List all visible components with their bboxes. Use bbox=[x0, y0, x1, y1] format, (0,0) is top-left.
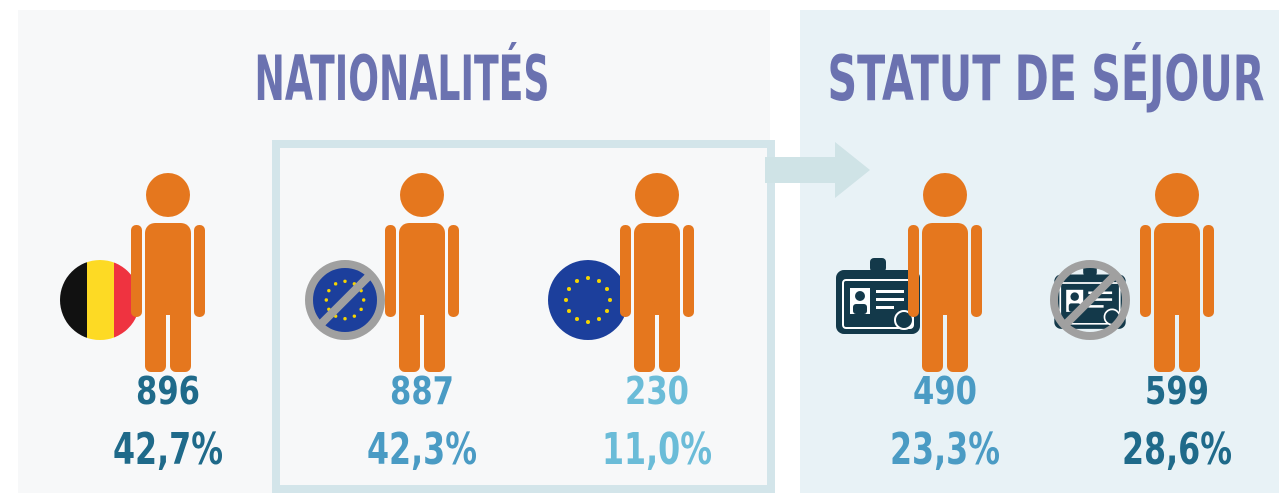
count: 887 bbox=[390, 369, 454, 413]
non-eu-icon bbox=[309, 264, 381, 336]
percent: 28,6% bbox=[1122, 424, 1232, 475]
percent: 11,0% bbox=[602, 424, 712, 475]
percent: 42,7% bbox=[113, 424, 223, 475]
count: 599 bbox=[1145, 369, 1209, 413]
eu-flag bbox=[548, 260, 628, 340]
foreign-box bbox=[272, 140, 775, 493]
percent: 23,3% bbox=[890, 424, 1000, 475]
no-id-card bbox=[1054, 264, 1126, 336]
count: 490 bbox=[913, 369, 977, 413]
section-title: NATIONALITÉS bbox=[255, 42, 550, 115]
arrow bbox=[765, 142, 870, 198]
percent: 42,3% bbox=[367, 424, 477, 475]
count: 230 bbox=[625, 369, 689, 413]
count: 896 bbox=[136, 369, 200, 413]
section-title: STATUT DE SÉJOUR bbox=[828, 42, 1265, 115]
